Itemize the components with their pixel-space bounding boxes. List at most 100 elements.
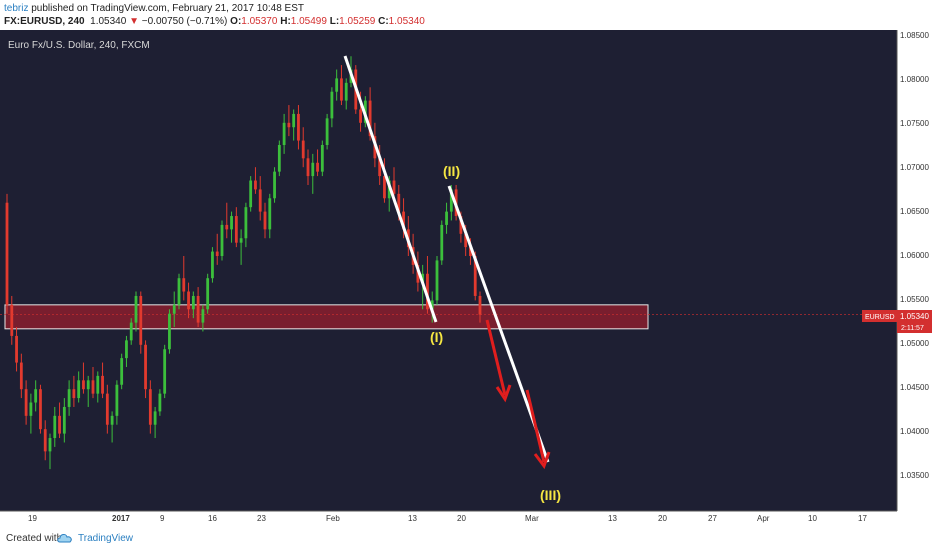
candle-body (306, 158, 310, 177)
candle-body (19, 362, 23, 390)
candle-body (344, 82, 348, 101)
support-zone[interactable] (4, 304, 649, 330)
candle-body (129, 322, 133, 341)
trendline-wave-1[interactable] (343, 55, 438, 323)
candle-body (239, 238, 243, 243)
candle-body (211, 251, 214, 279)
close-label: C: (378, 16, 389, 27)
high-value: 1.05499 (290, 16, 327, 27)
candle-body (148, 389, 152, 425)
price-axis-labels: 1.08500 1.08000 1.07500 1.07000 1.06500 … (900, 31, 929, 480)
candle-body (430, 300, 434, 310)
arrow-down-long[interactable] (525, 389, 551, 470)
candle-body (416, 264, 420, 283)
candle-body (445, 211, 448, 225)
candle-body (478, 295, 482, 315)
candle-body (110, 415, 114, 425)
chart-area[interactable]: 1.08500 1.08000 1.07500 1.07000 1.06500 … (0, 30, 932, 524)
candle-body (58, 415, 61, 434)
open-value: 1.05370 (241, 16, 278, 27)
low-value: 1.05259 (339, 16, 376, 27)
candle-body (301, 140, 305, 159)
candle-body (82, 380, 85, 390)
candle-body (392, 180, 396, 194)
candle-body (144, 344, 147, 390)
candle-body (125, 340, 128, 359)
candle-body (421, 273, 425, 283)
time-tick: 10 (808, 514, 817, 523)
price-change: −0.00750 (−0.71%) (141, 16, 228, 27)
price-tick: 1.08500 (900, 31, 929, 40)
candle-body (5, 202, 9, 305)
price-tick: 1.07500 (900, 119, 929, 128)
candle-body (440, 224, 444, 261)
candle-body (34, 389, 38, 403)
symbol-tag-label: EURUSD (865, 314, 895, 321)
candle-body (254, 180, 257, 190)
candle-body (29, 402, 33, 416)
candle-body (469, 247, 472, 256)
down-arrow-icon: ▼ (129, 16, 139, 27)
author-link[interactable]: tebriz (4, 3, 29, 14)
candle-body (72, 389, 76, 399)
arrow-head (533, 451, 551, 470)
symbol-price-tag (862, 310, 897, 322)
candle-body (168, 313, 171, 350)
time-tick: Mar (525, 514, 539, 523)
price-axis-panel[interactable] (897, 30, 932, 524)
price-tick: 1.08000 (900, 75, 929, 84)
candle-body (77, 380, 81, 399)
trendline-wave-3[interactable] (447, 185, 550, 463)
time-tick: 27 (708, 514, 717, 523)
wave-label-3: (III) (540, 487, 561, 503)
candle-body (368, 100, 372, 137)
publish-header: tebriz published on TradingView.com, Feb… (0, 0, 932, 30)
candle-body (397, 193, 401, 212)
candle-body (187, 291, 190, 310)
candle-body (268, 198, 272, 230)
countdown-value: 2:11:57 (901, 325, 924, 332)
chart-svg[interactable]: 1.08500 1.08000 1.07500 1.07000 1.06500 … (0, 30, 932, 524)
candle-body (273, 171, 276, 199)
candle-body (258, 189, 262, 212)
candle-body (215, 251, 219, 256)
price-tick: 1.07000 (900, 163, 929, 172)
time-axis-panel[interactable] (0, 511, 932, 524)
candle-body (101, 375, 104, 394)
time-tick: Apr (757, 514, 770, 523)
candle-body (158, 393, 162, 412)
candle-body (277, 145, 281, 172)
tradingview-link[interactable]: TradingView (78, 533, 134, 544)
candle-body (43, 429, 47, 452)
candle-body (359, 109, 362, 123)
last-price: 1.05340 (90, 16, 127, 27)
price-tick: 1.06000 (900, 251, 929, 260)
high-label: H: (280, 16, 291, 27)
created-with-label: Created with (6, 533, 63, 544)
time-axis-labels: 19 2017 9 16 23 Feb 13 20 Mar 13 20 27 A… (28, 514, 867, 523)
arrow-down-short[interactable] (485, 319, 512, 403)
time-tick: 13 (608, 514, 617, 523)
candle-body (282, 122, 286, 145)
time-tick: 9 (160, 514, 165, 523)
candle-body (191, 295, 195, 310)
candle-body (220, 224, 224, 256)
candle-body (435, 260, 439, 301)
candle-body (459, 216, 463, 234)
price-tick: 1.06500 (900, 207, 929, 216)
price-tick: 1.04500 (900, 383, 929, 392)
publish-text: published on TradingView.com, February 2… (28, 3, 304, 14)
open-label: O: (230, 16, 242, 27)
candle-body (249, 180, 253, 208)
candle-body (234, 216, 238, 243)
close-value: 1.05340 (388, 16, 425, 27)
candle-body (153, 411, 157, 425)
candle-body (297, 113, 300, 141)
time-tick: 23 (257, 514, 266, 523)
candle-body (225, 224, 229, 230)
candle-body (96, 375, 100, 394)
candle-body (24, 389, 28, 416)
price-tick: 1.04000 (900, 427, 929, 436)
candle-body (91, 380, 95, 394)
time-tick: 20 (457, 514, 466, 523)
